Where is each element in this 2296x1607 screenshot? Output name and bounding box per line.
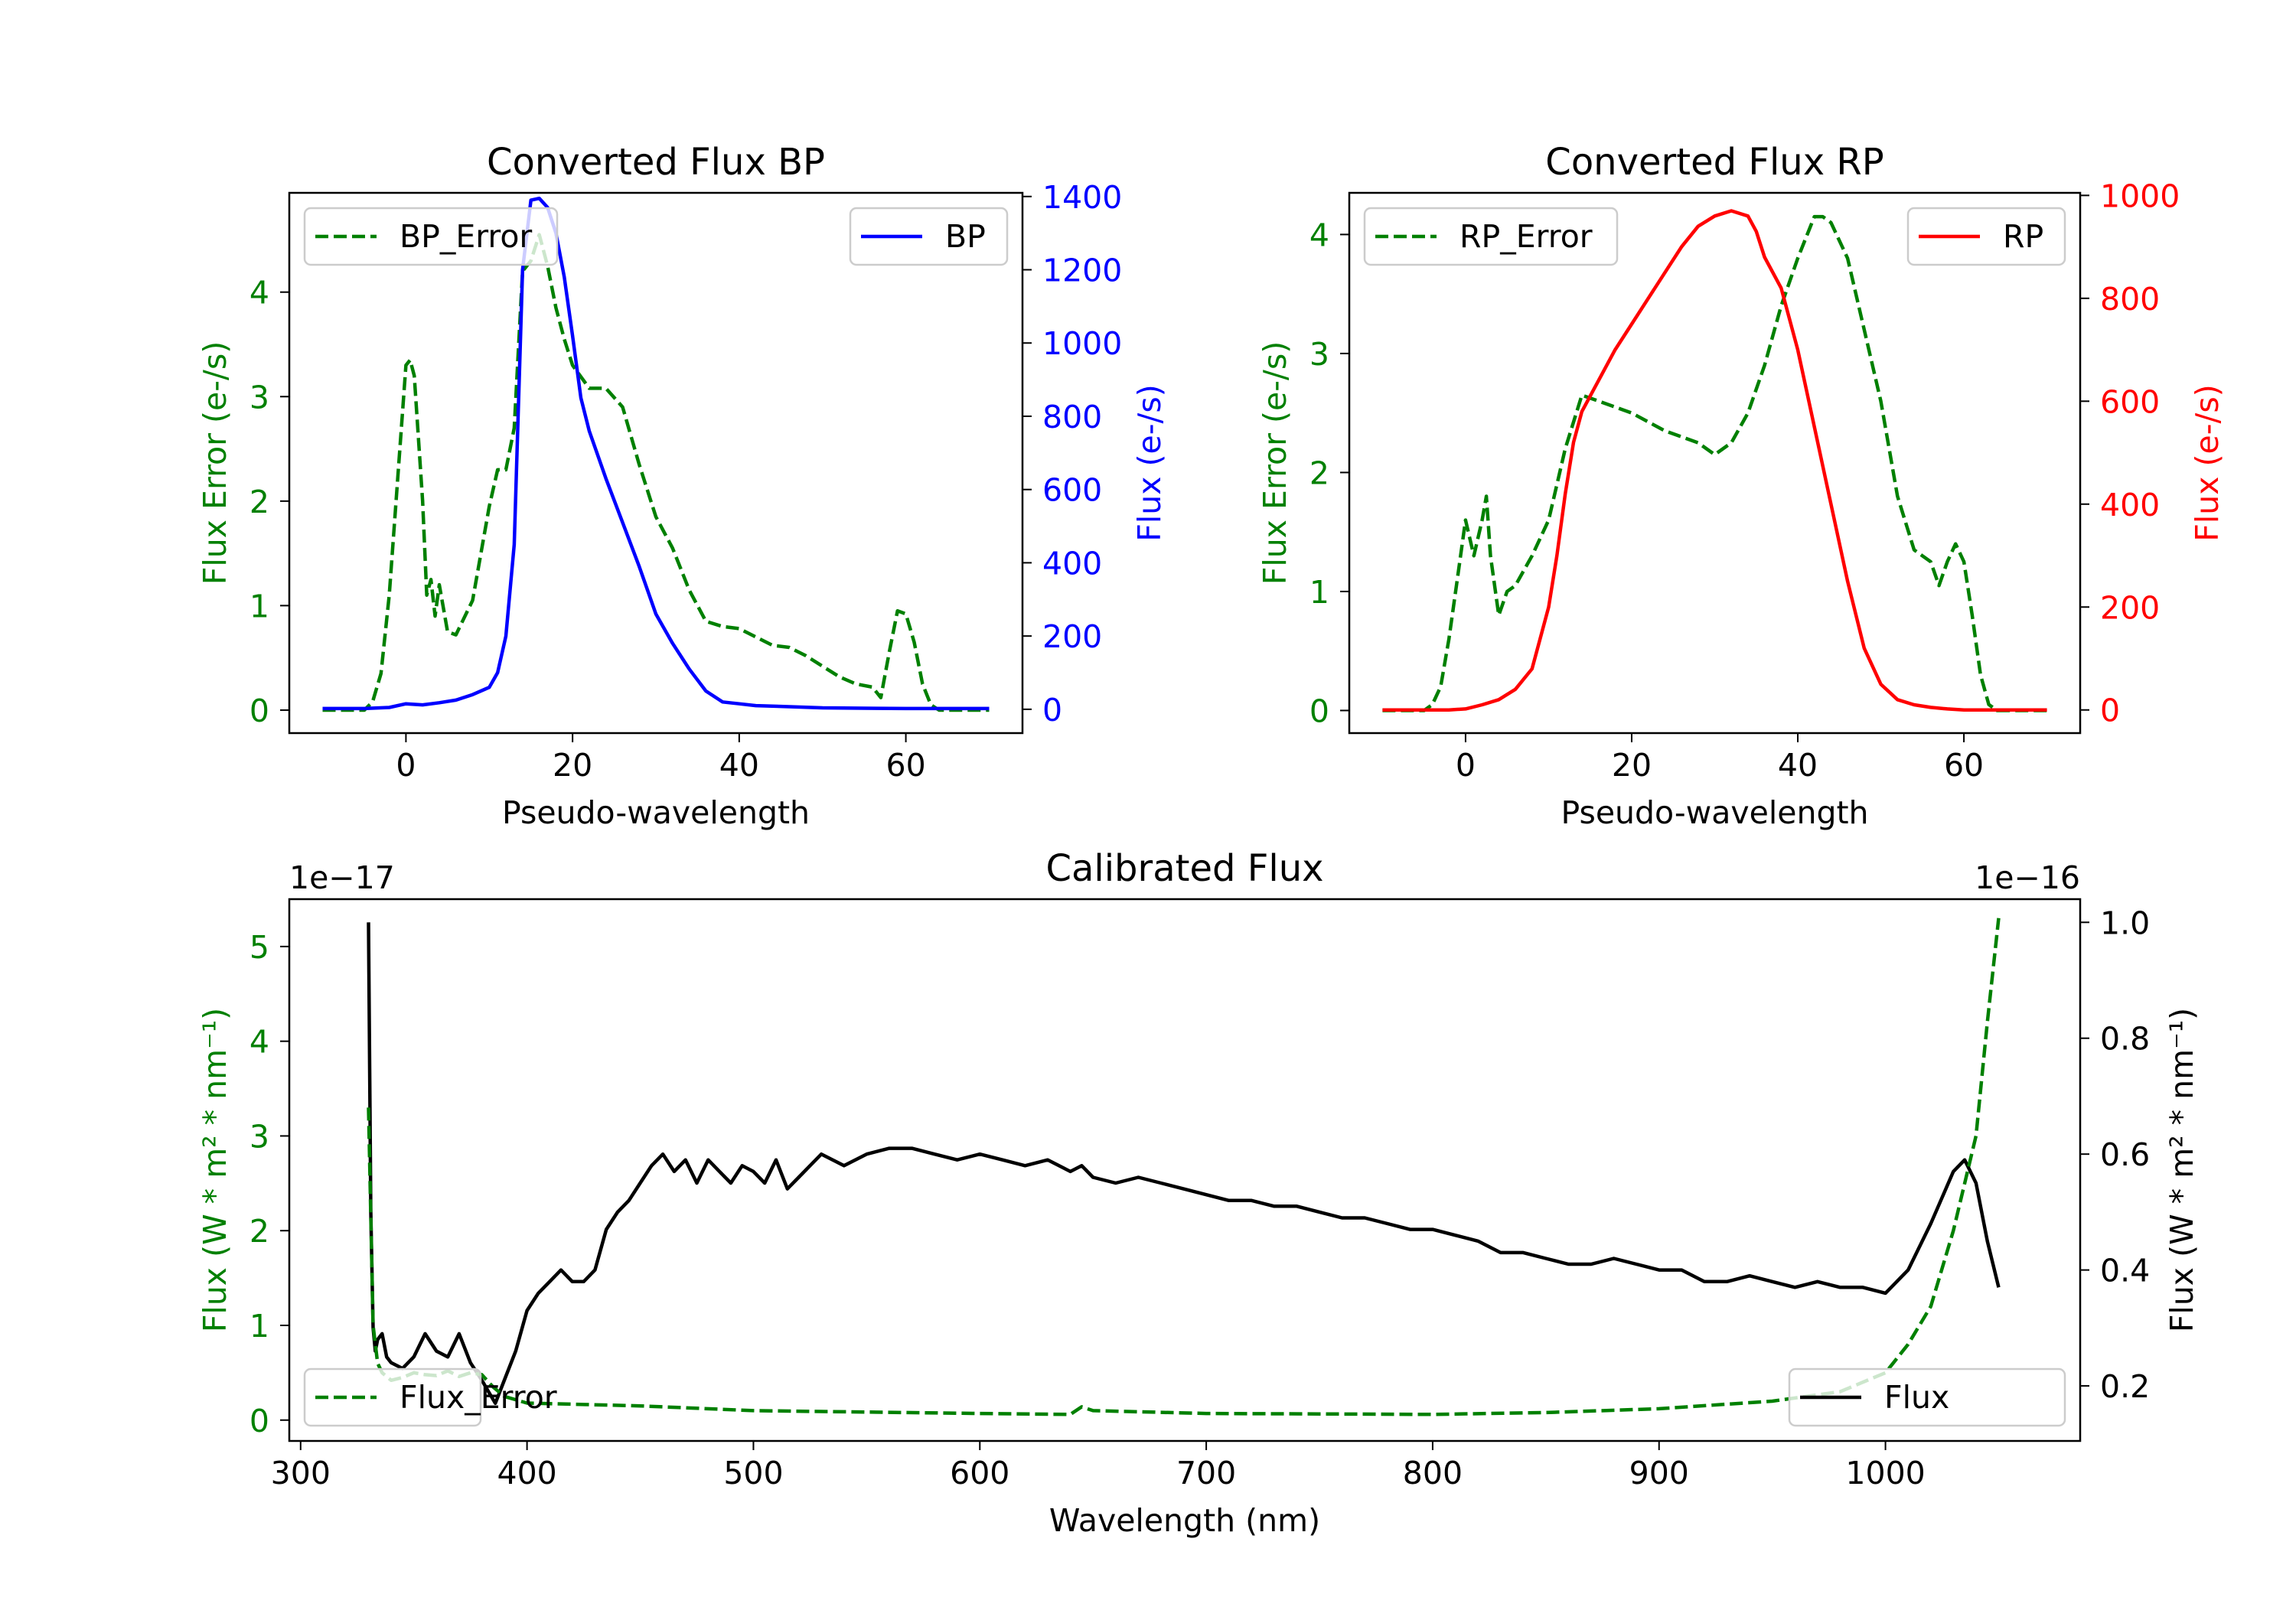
legend-label: RP xyxy=(2003,218,2043,255)
x-tick-label: 900 xyxy=(1629,1455,1689,1491)
y-right-tick-label: 800 xyxy=(1042,399,1102,435)
y-right-axis-label: Flux (e-/s) xyxy=(2189,384,2226,541)
y-left-tick-label: 4 xyxy=(1309,217,1329,253)
x-axis-label: Wavelength (nm) xyxy=(1049,1502,1320,1539)
series-line-flux-error xyxy=(367,918,2001,1416)
x-tick-label: 800 xyxy=(1403,1455,1463,1491)
y-left-tick-label: 0 xyxy=(249,693,269,729)
y-right-tick-label: 0 xyxy=(1042,692,1062,729)
y-right-tick-label: 1.0 xyxy=(2100,905,2150,941)
y-right-tick-label: 1000 xyxy=(2100,178,2180,214)
axes-frame xyxy=(288,898,2082,1442)
y-right-tick-label: 200 xyxy=(1042,618,1102,655)
y-right-tick-label: 600 xyxy=(1042,472,1102,509)
x-tick-label: 40 xyxy=(1778,747,1818,784)
y-left-axis-label: Flux Error (e-/s) xyxy=(1257,341,1293,585)
y-right-tick-label: 1000 xyxy=(1042,325,1122,362)
y-left-tick-label: 4 xyxy=(249,1024,269,1061)
x-axis-label: Pseudo-wavelength xyxy=(502,794,810,831)
legend-label: RP_Error xyxy=(1459,218,1593,255)
x-tick-label: 300 xyxy=(271,1455,331,1491)
y-left-tick-label: 1 xyxy=(249,588,269,624)
y-right-tick-label: 1400 xyxy=(1042,179,1122,216)
x-tick-label: 0 xyxy=(1456,747,1476,784)
y-right-offset-label: 1e−16 xyxy=(1975,859,2080,896)
x-tick-label: 700 xyxy=(1176,1455,1236,1491)
y-left-tick-label: 3 xyxy=(1309,336,1329,373)
y-left-tick-label: 3 xyxy=(249,379,269,416)
legend-box xyxy=(1906,207,2066,266)
y-left-tick-label: 2 xyxy=(249,484,269,520)
legend-label: Flux_Error xyxy=(400,1379,557,1416)
chart-title: Converted Flux BP xyxy=(487,141,825,184)
legend-bp-error: BP_Error xyxy=(303,207,559,266)
y-left-tick-label: 0 xyxy=(249,1403,269,1439)
y-left-tick-label: 2 xyxy=(249,1213,269,1250)
y-right-tick-label: 200 xyxy=(2100,589,2160,626)
y-left-tick-label: 3 xyxy=(249,1118,269,1155)
x-tick-label: 60 xyxy=(1944,747,1984,784)
y-right-tick-label: 0.4 xyxy=(2100,1253,2150,1289)
y-left-tick-label: 1 xyxy=(1309,574,1329,611)
y-right-axis-label: Flux (W * m² * nm⁻¹) xyxy=(2164,1008,2200,1332)
chart-panel-3: 300 400 500 600 700 800 900 1000 0 1 2 3 4 5 0.2 0.4 0.6… xyxy=(197,847,2200,1539)
series-line-flux xyxy=(367,922,2001,1406)
y-left-tick-label: 4 xyxy=(249,275,269,311)
x-tick-label: 20 xyxy=(553,747,592,784)
x-axis-label: Pseudo-wavelength xyxy=(1561,794,1868,831)
y-right-axis-label: Flux (e-/s) xyxy=(1131,384,1168,541)
series-line-bp-error xyxy=(322,233,990,712)
legend-rp-error: RP_Error xyxy=(1363,207,1619,266)
chart-title: Calibrated Flux xyxy=(1045,847,1323,890)
y-right-tick-label: 800 xyxy=(2100,281,2160,318)
y-right-tick-label: 400 xyxy=(1042,545,1102,582)
legend-label: Flux xyxy=(1884,1379,1949,1416)
legend-box xyxy=(1363,207,1619,266)
legend-label: BP_Error xyxy=(400,218,532,255)
y-right-tick-label: 400 xyxy=(2100,487,2160,523)
x-tick-label: 0 xyxy=(396,747,416,784)
x-tick-label: 20 xyxy=(1612,747,1652,784)
x-tick-label: 1000 xyxy=(1845,1455,1925,1491)
x-tick-label: 40 xyxy=(719,747,759,784)
legend-rp: RP xyxy=(1906,207,2066,266)
y-right-tick-label: 600 xyxy=(2100,383,2160,420)
series-line-rp xyxy=(1382,209,2047,712)
series-line-rp-error xyxy=(1382,214,2047,712)
chart-title: Converted Flux RP xyxy=(1545,141,1883,184)
y-left-offset-label: 1e−17 xyxy=(289,859,395,896)
legend-box xyxy=(303,1367,482,1427)
y-left-tick-label: 0 xyxy=(1309,693,1329,729)
y-right-tick-label: 0 xyxy=(2100,693,2120,729)
x-tick-label: 500 xyxy=(723,1455,783,1491)
y-left-tick-label: 5 xyxy=(249,929,269,966)
x-tick-label: 600 xyxy=(950,1455,1009,1491)
y-right-tick-label: 1200 xyxy=(1042,253,1122,289)
y-left-axis-label: Flux Error (e-/s) xyxy=(197,341,233,585)
chart-panel-1: 0 20 40 60012340200400600800100012001400Con… xyxy=(197,141,1168,831)
legend-box xyxy=(849,207,1009,266)
axes-frame xyxy=(288,191,1024,735)
legend-flux-error: Flux_Error xyxy=(303,1367,557,1427)
y-left-tick-label: 1 xyxy=(249,1308,269,1345)
legend-label: BP xyxy=(945,218,986,255)
legend-box xyxy=(1788,1367,2066,1427)
y-left-tick-label: 2 xyxy=(1309,455,1329,491)
series-line-bp xyxy=(322,196,990,711)
y-right-tick-label: 0.6 xyxy=(2100,1136,2150,1173)
axes-frame xyxy=(1348,191,2082,735)
legend-bp: BP xyxy=(849,207,1009,266)
x-tick-label: 400 xyxy=(497,1455,556,1491)
legend-flux: Flux xyxy=(1788,1367,2066,1427)
y-left-axis-label: Flux (W * m² * nm⁻¹) xyxy=(197,1008,233,1332)
legend-box xyxy=(303,207,559,266)
y-right-tick-label: 0.8 xyxy=(2100,1021,2150,1058)
y-right-tick-label: 0.2 xyxy=(2100,1368,2150,1405)
x-tick-label: 60 xyxy=(886,747,926,784)
